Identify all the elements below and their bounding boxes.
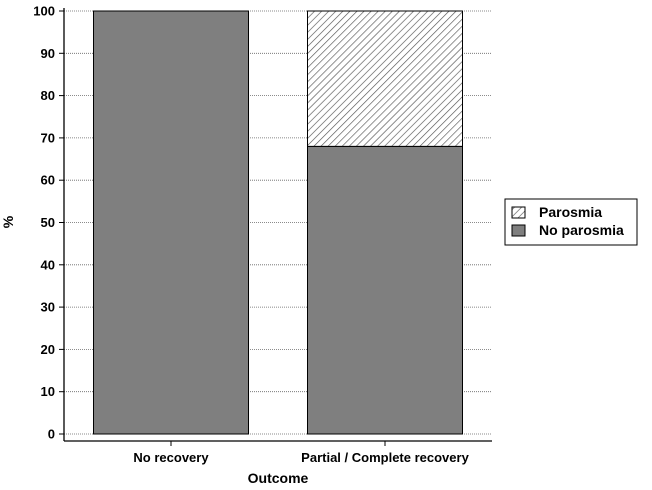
- bar-no-recovery-no-parosmia: [93, 10, 249, 435]
- y-axis-title: %: [0, 215, 16, 228]
- legend-label-no-parosmia: No parosmia: [539, 222, 624, 238]
- bars: [93, 10, 463, 435]
- y-tick-label-10: 10: [41, 384, 55, 399]
- bar-partial-complete-recovery-parosmia: [307, 10, 463, 147]
- y-tick-label-0: 0: [48, 427, 55, 442]
- x-tick-label-0: No recovery: [133, 450, 209, 465]
- bar-partial-complete-recovery-no-parosmia: [307, 145, 463, 435]
- axes: [59, 8, 492, 446]
- y-tick-label-90: 90: [41, 46, 55, 61]
- y-tick-label-50: 50: [41, 215, 55, 230]
- y-tick-label-70: 70: [41, 130, 55, 145]
- legend: Parosmia No parosmia: [504, 198, 638, 246]
- legend-box: [504, 198, 638, 246]
- legend-swatch-no-parosmia: [511, 224, 526, 237]
- y-tick-label-80: 80: [41, 88, 55, 103]
- y-tick-label-20: 20: [41, 342, 55, 357]
- legend-swatch-parosmia: [511, 206, 526, 219]
- x-tick-label-1: Partial / Complete recovery: [301, 450, 469, 465]
- y-tick-label-40: 40: [41, 257, 55, 272]
- y-tick-label-60: 60: [41, 173, 55, 188]
- y-tick-label-30: 30: [41, 300, 55, 315]
- legend-label-parosmia: Parosmia: [539, 204, 602, 220]
- tick-labels: 0 10 20 30 40 50 60 70 80 90 100 No recovery Partial…: [33, 4, 469, 466]
- y-tick-label-100: 100: [33, 4, 55, 19]
- x-axis-title: Outcome: [248, 470, 309, 485]
